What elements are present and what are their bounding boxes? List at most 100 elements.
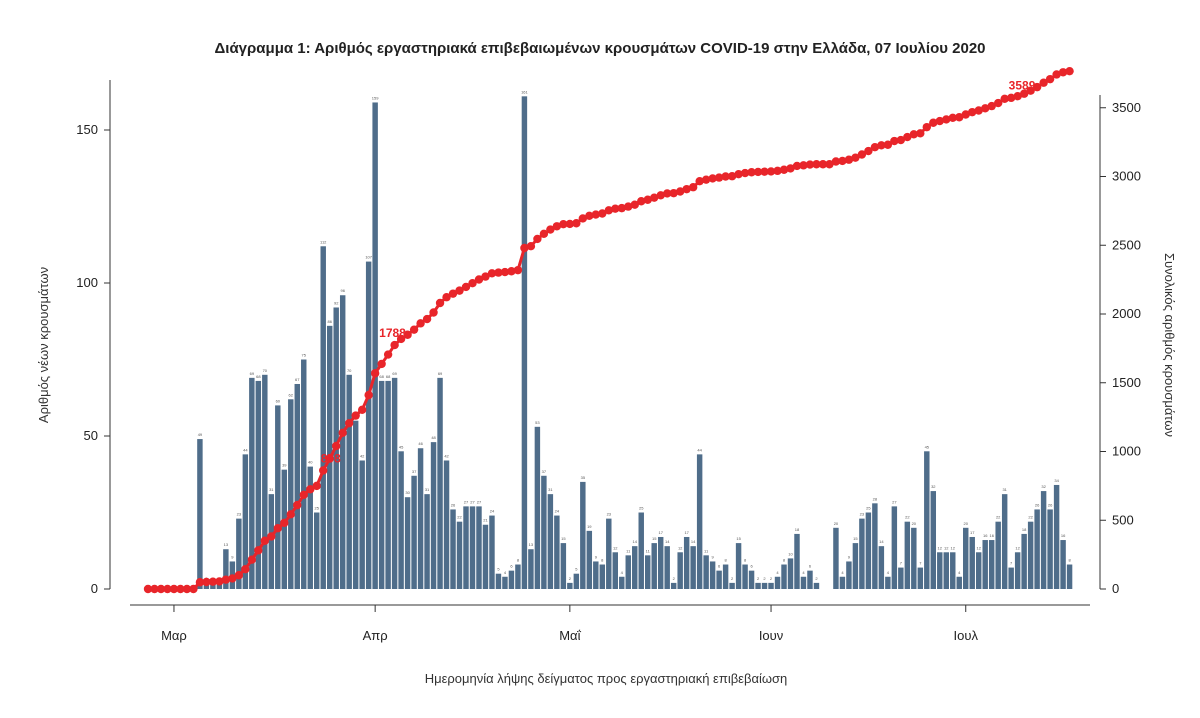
axes-group bbox=[109, 80, 1101, 606]
cumulative-annotation: 878 bbox=[321, 451, 341, 465]
cumulative-point bbox=[1065, 66, 1074, 76]
bar-value-label: 2 bbox=[673, 576, 676, 581]
bar bbox=[729, 582, 735, 589]
bar bbox=[1021, 533, 1027, 589]
bar bbox=[898, 567, 904, 589]
bar-value-label: 31 bbox=[1002, 487, 1007, 492]
bar-value-label: 75 bbox=[302, 353, 307, 358]
bar bbox=[1034, 509, 1040, 589]
bar-value-label: 9 bbox=[231, 554, 234, 559]
bar bbox=[1047, 509, 1053, 589]
bar-value-label: 40 bbox=[308, 460, 313, 465]
bar-value-label: 4 bbox=[841, 570, 844, 575]
bar bbox=[930, 491, 937, 589]
cumulative-point bbox=[1052, 70, 1061, 79]
cumulative-point bbox=[221, 575, 231, 584]
bar-value-label: 9 bbox=[595, 554, 598, 559]
cumulative-point bbox=[851, 153, 860, 162]
bar-value-label: 32 bbox=[931, 484, 936, 489]
bar bbox=[528, 549, 534, 589]
bar bbox=[716, 570, 722, 589]
bar bbox=[378, 380, 385, 589]
bar bbox=[411, 475, 417, 589]
bar-value-label: 10 bbox=[788, 551, 793, 556]
bar-value-label: 15 bbox=[561, 536, 566, 541]
cumulative-point bbox=[344, 418, 354, 428]
cumulative-point bbox=[156, 584, 166, 594]
bar-value-label: 24 bbox=[490, 509, 495, 514]
x-tick-label: Ιουλ bbox=[954, 628, 979, 643]
bar bbox=[677, 552, 683, 589]
cumulative-point bbox=[1039, 78, 1048, 87]
cumulative-point bbox=[461, 282, 471, 292]
bar bbox=[372, 102, 378, 590]
cumulative-point bbox=[247, 555, 257, 564]
cumulative-point bbox=[1045, 74, 1055, 84]
bar-value-label: 8 bbox=[517, 558, 520, 563]
bar-value-label: 28 bbox=[873, 496, 878, 501]
bar bbox=[534, 426, 541, 589]
bar-value-label: 12 bbox=[678, 545, 683, 550]
cumulative-point bbox=[637, 197, 646, 206]
bar bbox=[950, 552, 956, 589]
bar-value-label: 32 bbox=[1041, 484, 1046, 489]
cumulative-point bbox=[688, 183, 698, 192]
cumulative-point bbox=[896, 135, 906, 145]
bar-value-label: 68 bbox=[379, 374, 384, 379]
bar-value-label: 2 bbox=[763, 576, 766, 581]
cumulative-point bbox=[383, 350, 393, 359]
x-ticks-group: Μαρ Απρ Μαΐ Ιουν Ιουλ bbox=[161, 605, 978, 643]
cumulative-point bbox=[228, 574, 237, 583]
cumulative-point bbox=[377, 359, 386, 369]
bar bbox=[878, 546, 885, 589]
cumulative-point bbox=[403, 330, 412, 339]
bar bbox=[969, 536, 975, 589]
bar-value-label: 26 bbox=[1035, 502, 1040, 507]
bar-value-label: 86 bbox=[327, 319, 332, 324]
bar-value-label: 18 bbox=[1022, 527, 1027, 532]
cumulative-point bbox=[747, 168, 756, 177]
y2-tick-label: 2500 bbox=[1112, 237, 1141, 252]
y2-tick-label: 1500 bbox=[1112, 375, 1141, 390]
y-axis-label: Αριθμός νέων κρουσμάτων bbox=[36, 267, 51, 423]
bar bbox=[807, 570, 813, 589]
chart-title: Διάγραμμα 1: Αριθμός εργαστηριακά επιβεβ… bbox=[215, 40, 986, 57]
bar bbox=[865, 512, 872, 589]
bar bbox=[703, 555, 709, 589]
cumulative-point bbox=[442, 293, 451, 302]
x-tick-label: Απρ bbox=[363, 628, 388, 643]
bar bbox=[404, 497, 411, 589]
cumulative-point bbox=[656, 191, 665, 200]
cumulative-point bbox=[546, 225, 555, 234]
cumulative-point bbox=[974, 106, 983, 115]
bar-value-label: 112 bbox=[320, 239, 327, 244]
cumulative-point bbox=[312, 481, 321, 491]
bar-value-label: 27 bbox=[464, 499, 469, 504]
bar-value-label: 6 bbox=[809, 564, 812, 569]
bar-value-label: 31 bbox=[269, 487, 274, 492]
bar bbox=[787, 558, 794, 589]
cumulative-point bbox=[799, 161, 808, 170]
x-tick-label: Μαΐ bbox=[559, 628, 581, 643]
cumulative-point bbox=[734, 169, 743, 179]
bar bbox=[872, 503, 878, 589]
bar bbox=[281, 469, 288, 589]
cumulative-point bbox=[864, 146, 873, 156]
bar-value-label: 8 bbox=[601, 558, 604, 563]
bar-value-label: 24 bbox=[555, 509, 560, 514]
bar bbox=[839, 576, 846, 589]
bar bbox=[314, 512, 320, 589]
cumulative-annotation: 3589 bbox=[1009, 79, 1036, 93]
bar-value-label: 45 bbox=[399, 444, 404, 449]
bar bbox=[424, 494, 430, 589]
bar-value-label: 4 bbox=[504, 570, 507, 575]
bar bbox=[1053, 484, 1060, 589]
bar bbox=[268, 494, 275, 589]
bar-value-label: 67 bbox=[295, 377, 300, 382]
bar-value-label: 8 bbox=[744, 558, 747, 563]
cumulative-point bbox=[163, 584, 172, 594]
bar-value-label: 60 bbox=[276, 398, 281, 403]
bar-value-label: 23 bbox=[860, 512, 865, 517]
bar-value-label: 9 bbox=[712, 554, 715, 559]
